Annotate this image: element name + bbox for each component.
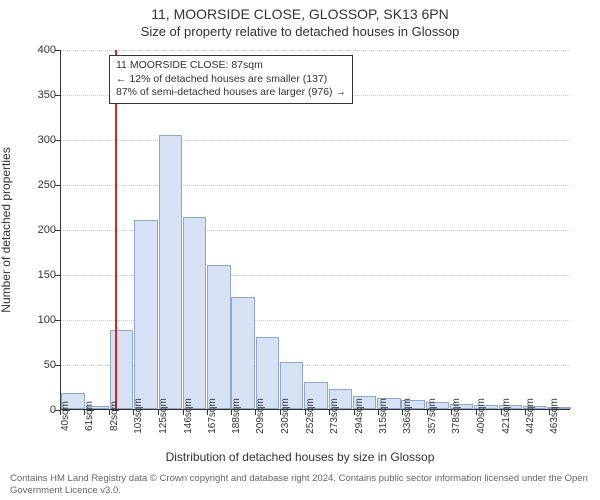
x-tick-label: 336sqm [402,398,413,434]
y-tick-label: 50 [6,359,56,371]
callout-line2: ← 12% of detached houses are smaller (13… [116,73,346,87]
y-tick-mark [55,275,60,276]
y-tick-label: 100 [6,314,56,326]
x-tick-label: 252sqm [305,398,316,434]
histogram-bar [159,135,182,410]
x-tick-label: 82sqm [109,401,120,431]
x-tick-label: 167sqm [207,398,218,434]
x-tick-label: 463sqm [549,398,560,434]
x-tick-label: 103sqm [133,398,144,434]
x-tick-label: 125sqm [158,398,169,434]
histogram-bar [134,220,157,409]
x-tick-label: 442sqm [525,398,536,434]
y-tick-label: 250 [6,179,56,191]
histogram-bar [110,330,133,409]
histogram-bar [183,217,206,409]
x-tick-label: 40sqm [60,401,71,431]
x-tick-label: 273sqm [329,398,340,434]
x-tick-label: 357sqm [427,398,438,434]
y-tick-mark [55,95,60,96]
y-tick-label: 150 [6,269,56,281]
gridline [61,185,570,186]
x-tick-label: 294sqm [354,398,365,434]
y-tick-label: 350 [6,89,56,101]
callout-box: 11 MOORSIDE CLOSE: 87sqm ← 12% of detach… [109,55,353,104]
callout-line1: 11 MOORSIDE CLOSE: 87sqm [116,59,346,73]
histogram-bar [207,265,230,409]
x-tick-label: 315sqm [378,398,389,434]
y-tick-mark [55,140,60,141]
x-tick-label: 146sqm [183,398,194,434]
histogram-plot: 11 MOORSIDE CLOSE: 87sqm ← 12% of detach… [60,50,570,410]
x-tick-label: 400sqm [476,398,487,434]
y-tick-label: 200 [6,224,56,236]
y-tick-mark [55,185,60,186]
gridline [61,50,570,51]
y-tick-mark [55,320,60,321]
y-tick-label: 400 [6,44,56,56]
y-tick-label: 300 [6,134,56,146]
y-tick-mark [55,365,60,366]
x-tick-label: 230sqm [280,398,291,434]
y-tick-mark [55,50,60,51]
gridline [61,140,570,141]
page-subtitle: Size of property relative to detached ho… [0,24,600,39]
x-tick-label: 61sqm [84,401,95,431]
x-axis-label: Distribution of detached houses by size … [0,450,600,464]
attribution-text: Contains HM Land Registry data © Crown c… [10,473,590,497]
x-tick-label: 421sqm [501,398,512,434]
y-tick-mark [55,230,60,231]
callout-line3: 87% of semi-detached houses are larger (… [116,86,346,100]
histogram-bar [231,297,254,410]
y-tick-label: 0 [6,404,56,416]
x-tick-label: 209sqm [255,398,266,434]
page-title: 11, MOORSIDE CLOSE, GLOSSOP, SK13 6PN [0,6,600,22]
x-tick-label: 188sqm [231,398,242,434]
x-tick-label: 378sqm [451,398,462,434]
